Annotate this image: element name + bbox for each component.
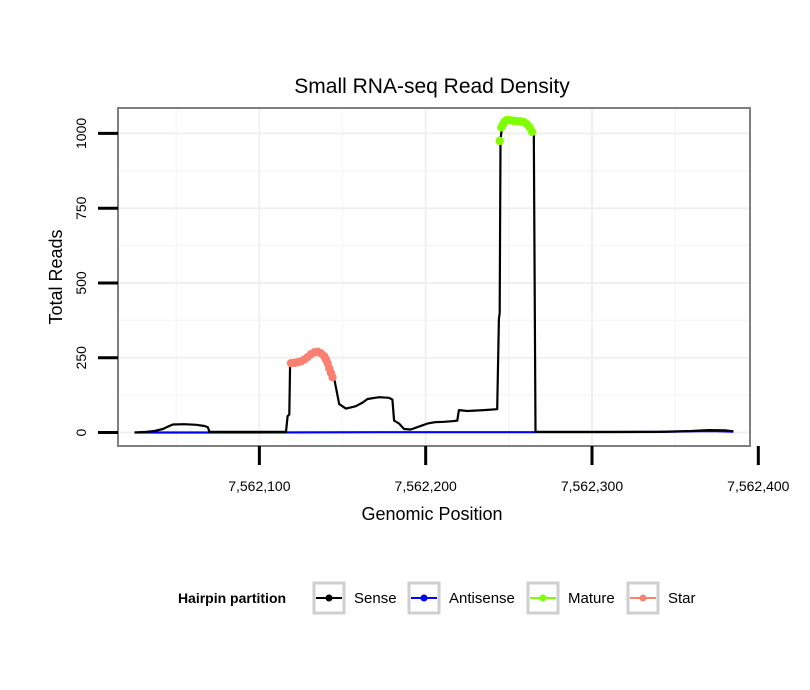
axes: 7,562,100 7,562,200 7,562,300 7,562,400 0 250… [73, 118, 790, 494]
x-axis-label: Genomic Position [361, 504, 502, 524]
legend-key-dot [539, 594, 547, 602]
y-axis-label: Total Reads [46, 229, 66, 324]
legend-label: Mature [568, 590, 615, 607]
panel-background [118, 108, 750, 446]
y-tick-label: 250 [73, 346, 89, 370]
legend-item-antisense: Antisense [407, 581, 515, 615]
legend-item-sense: Sense [312, 581, 397, 615]
series-layer [134, 115, 734, 434]
legend-label: Antisense [449, 590, 515, 607]
legend-label: Sense [354, 590, 397, 607]
y-tick-label: 1000 [73, 118, 89, 149]
y-tick-label: 750 [73, 196, 89, 220]
x-tick-label: 7,562,300 [561, 478, 623, 494]
legend-item-mature: Mature [526, 581, 615, 615]
legend-key-dot [325, 594, 333, 602]
legend-title: Hairpin partition [178, 590, 286, 606]
x-tick-label: 7,562,100 [228, 478, 290, 494]
plot-panel [117, 107, 751, 447]
data-point-star [328, 373, 337, 382]
legend-key-dot [420, 594, 428, 602]
data-point-mature [495, 136, 504, 146]
y-tick-label: 0 [73, 428, 89, 436]
legend: Hairpin partition Sense Antisense Mature… [178, 581, 696, 615]
y-tick-label: 500 [73, 271, 89, 295]
data-point-mature [527, 127, 537, 137]
legend-item-star: Star [626, 581, 696, 615]
chart-title: Small RNA-seq Read Density [294, 75, 570, 98]
panel-border [117, 107, 751, 447]
legend-key-dot [639, 594, 647, 602]
x-tick-label: 7,562,200 [395, 478, 457, 494]
legend-label: Star [668, 590, 696, 607]
x-tick-label: 7,562,400 [727, 478, 789, 494]
